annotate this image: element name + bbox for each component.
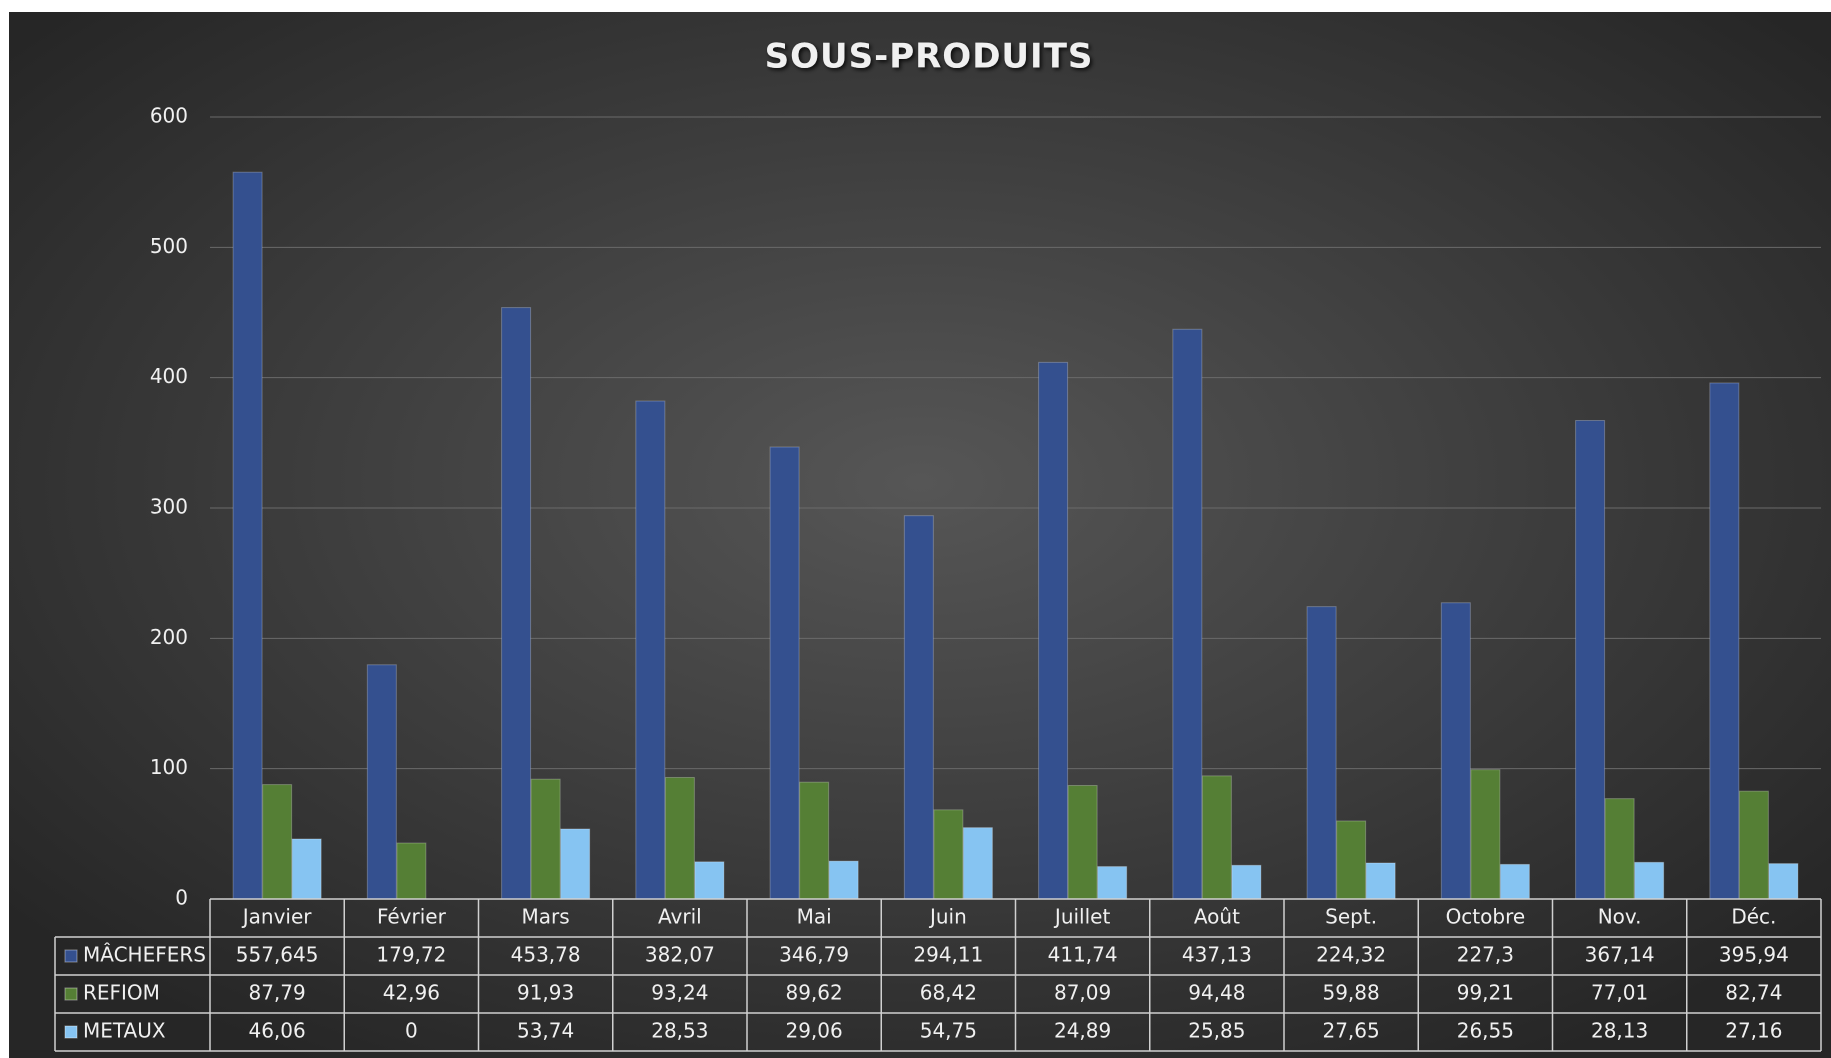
- table-value: 26,55: [1457, 1019, 1514, 1043]
- x-tick-label: Déc.: [1731, 905, 1776, 929]
- table-value: 179,72: [376, 943, 446, 967]
- bar: [903, 515, 934, 900]
- table-value: 346,79: [779, 943, 849, 967]
- bar: [1709, 382, 1740, 900]
- bar: [694, 861, 725, 900]
- bar: [1768, 863, 1799, 900]
- y-tick-label: 600: [150, 104, 188, 128]
- bar: [1575, 419, 1606, 900]
- bar: [799, 781, 830, 900]
- table-value: 54,75: [920, 1019, 977, 1043]
- table-value: 227,3: [1457, 943, 1514, 967]
- table-value: 28,13: [1591, 1019, 1648, 1043]
- table-value: 411,74: [1048, 943, 1118, 967]
- bar: [1306, 606, 1337, 900]
- bar: [501, 307, 532, 900]
- table-value: 93,24: [651, 981, 708, 1005]
- table-value: 382,07: [645, 943, 715, 967]
- x-tick-label: Sept.: [1325, 905, 1377, 929]
- x-tick-label: Mai: [797, 905, 832, 929]
- legend-label: REFIOM: [83, 981, 160, 1005]
- bar: [962, 827, 993, 900]
- bar: [1604, 798, 1635, 900]
- table-value: 27,16: [1725, 1019, 1782, 1043]
- x-tick-label: Mars: [522, 905, 570, 929]
- chart-title: SOUS-PRODUITS: [765, 37, 1094, 77]
- table-value: 87,79: [248, 981, 305, 1005]
- bar: [396, 842, 427, 900]
- table-value: 59,88: [1322, 981, 1379, 1005]
- bar: [560, 828, 591, 900]
- bar: [1499, 863, 1530, 900]
- bar: [1067, 784, 1098, 900]
- y-tick-label: 0: [175, 886, 188, 910]
- table-value: 25,85: [1188, 1019, 1245, 1043]
- table-value: 29,06: [785, 1019, 842, 1043]
- table-value: 68,42: [920, 981, 977, 1005]
- x-tick-label: Nov.: [1598, 905, 1642, 929]
- table-value: 367,14: [1585, 943, 1655, 967]
- table-value: 437,13: [1182, 943, 1252, 967]
- legend-key: [64, 949, 78, 963]
- bar: [1470, 769, 1501, 900]
- legend-key: [64, 987, 78, 1001]
- x-tick-label: Avril: [658, 905, 702, 929]
- x-tick-label: Août: [1194, 905, 1240, 929]
- bar: [635, 400, 666, 900]
- table-value: 24,89: [1054, 1019, 1111, 1043]
- bar: [232, 171, 263, 900]
- table-value: 28,53: [651, 1019, 708, 1043]
- table-value: 77,01: [1591, 981, 1648, 1005]
- table-value: 224,32: [1316, 943, 1386, 967]
- legend-key: [64, 1025, 78, 1039]
- y-tick-label: 400: [150, 364, 188, 388]
- legend-label: MÂCHEFERS: [83, 943, 206, 967]
- bar: [769, 446, 800, 900]
- bar: [1336, 820, 1367, 900]
- x-tick-label: Février: [377, 905, 447, 929]
- table-value: 42,96: [383, 981, 440, 1005]
- table-value: 91,93: [517, 981, 574, 1005]
- bar: [1097, 866, 1128, 900]
- legend-label: METAUX: [83, 1019, 166, 1043]
- bar: [366, 664, 397, 900]
- bar: [1201, 775, 1232, 900]
- bar: [1634, 861, 1665, 900]
- bar: [291, 838, 322, 900]
- table-value: 82,74: [1725, 981, 1782, 1005]
- table-value: 99,21: [1457, 981, 1514, 1005]
- bar: [933, 809, 964, 900]
- bar: [1440, 602, 1471, 900]
- table-value: 557,645: [236, 943, 319, 967]
- table-value: 294,11: [913, 943, 983, 967]
- table-value: 46,06: [248, 1019, 305, 1043]
- y-tick-label: 300: [150, 495, 188, 519]
- table-value: 94,48: [1188, 981, 1245, 1005]
- table-value: 395,94: [1719, 943, 1789, 967]
- table-value: 87,09: [1054, 981, 1111, 1005]
- y-tick-label: 100: [150, 755, 188, 779]
- x-tick-label: Juillet: [1053, 905, 1111, 929]
- y-tick-label: 500: [150, 234, 188, 258]
- bar: [1038, 361, 1069, 900]
- bar: [664, 776, 695, 900]
- table-value: 0: [405, 1019, 418, 1043]
- bar: [262, 784, 293, 900]
- x-tick-label: Janvier: [241, 905, 313, 929]
- table-value: 27,65: [1322, 1019, 1379, 1043]
- table-value: 53,74: [517, 1019, 574, 1043]
- table-value: 89,62: [785, 981, 842, 1005]
- y-tick-label: 200: [150, 625, 188, 649]
- bar: [530, 778, 561, 900]
- bar: [1172, 328, 1203, 900]
- x-tick-label: Octobre: [1446, 905, 1526, 929]
- bar: [1231, 864, 1262, 900]
- bar: [1365, 862, 1396, 900]
- bar: [828, 860, 859, 900]
- bar: [1738, 790, 1769, 900]
- table-value: 453,78: [511, 943, 581, 967]
- x-tick-label: Juin: [928, 905, 967, 929]
